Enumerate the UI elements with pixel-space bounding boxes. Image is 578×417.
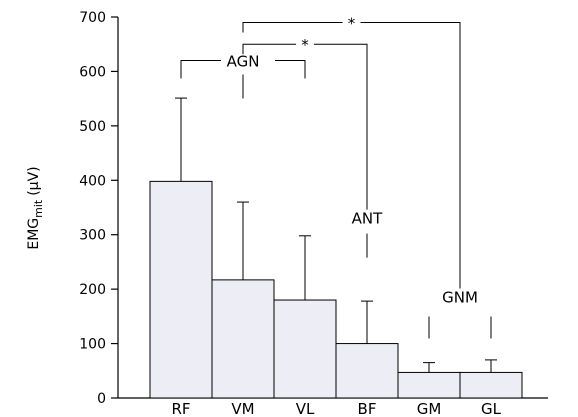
- category-label-rf: RF: [171, 400, 190, 417]
- bar-vm: [211, 279, 275, 399]
- y-axis-label-main: EMG: [26, 218, 42, 250]
- group-brackets: AGN ANT GNM: [180, 53, 492, 339]
- y-tick-label: 400: [79, 173, 106, 189]
- significance-bracket-2: [242, 21, 461, 289]
- significance-mask-1: [296, 36, 314, 51]
- category-label-bf: BF: [358, 400, 377, 417]
- category-label-gm: GM: [417, 400, 442, 417]
- significance-star-2: *: [348, 14, 356, 32]
- y-tick-label: 200: [79, 282, 106, 298]
- significance-mask-2: [342, 14, 361, 29]
- y-tick-label: 700: [79, 10, 106, 26]
- group-label-agn: AGN: [227, 53, 260, 71]
- y-axis-label-unit: (µV): [26, 166, 42, 195]
- bar-vl: [273, 299, 337, 399]
- y-tick-label: 600: [79, 64, 106, 80]
- category-label-vm: VM: [231, 400, 254, 417]
- error-bars: [175, 97, 497, 373]
- bar-rf: [149, 180, 213, 399]
- bars: [149, 180, 523, 399]
- significance-brackets: **: [242, 14, 461, 289]
- y-axis-label: EMGmit (µV): [26, 166, 45, 249]
- y-tick-label: 500: [79, 119, 106, 135]
- category-labels: RF VM VL BF GM GL: [171, 400, 501, 417]
- group-label-ant: ANT: [352, 210, 383, 228]
- y-tick-label: 300: [79, 228, 106, 244]
- category-label-gl: GL: [481, 400, 502, 417]
- category-label-vl: VL: [296, 400, 315, 417]
- group-label-gnm: GNM: [442, 289, 478, 307]
- y-tick-label: 0: [97, 391, 106, 407]
- bar-gl: [459, 371, 523, 399]
- bar-bf: [335, 343, 399, 399]
- group-bracket-right-agn: [275, 60, 306, 79]
- bar-gm: [397, 371, 461, 399]
- y-axis-label-subscript: mit: [32, 199, 45, 218]
- y-ticks: 0 100 200 300 400 500 600 700: [79, 10, 118, 407]
- significance-star-1: *: [301, 36, 309, 54]
- group-bracket-left-agn: [180, 60, 221, 79]
- y-tick-label: 100: [79, 337, 106, 353]
